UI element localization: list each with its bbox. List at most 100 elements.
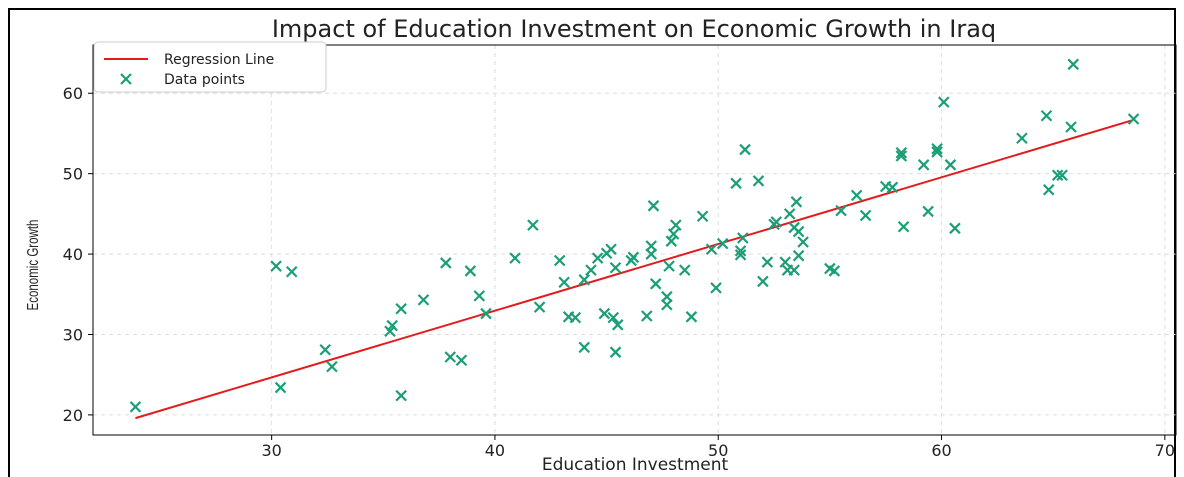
- data-point: [792, 225, 805, 238]
- data-point: [685, 311, 698, 323]
- data-point: [417, 294, 430, 306]
- y-tick-label: 20: [63, 406, 83, 425]
- data-point: [770, 216, 783, 228]
- data-point: [578, 274, 591, 286]
- data-point: [1056, 169, 1068, 182]
- data-point: [285, 265, 298, 278]
- data-point: [464, 265, 477, 277]
- legend-label-regression: Regression Line: [164, 52, 274, 68]
- data-point: [533, 301, 546, 313]
- data-points-layer: [129, 58, 1140, 413]
- data-point: [730, 177, 742, 190]
- data-point: [705, 243, 718, 256]
- y-tick-label: 30: [63, 325, 83, 344]
- data-point: [270, 260, 282, 272]
- data-point: [649, 278, 662, 290]
- data-point: [944, 159, 957, 171]
- data-point: [1065, 121, 1077, 133]
- data-point: [716, 237, 729, 250]
- axis-ticks: 30 40 50 60 70 20 30 40 50 60: [63, 84, 1175, 460]
- data-point: [792, 249, 805, 262]
- data-point: [480, 307, 492, 320]
- data-point: [737, 232, 749, 244]
- data-point: [788, 264, 800, 276]
- data-point: [609, 261, 622, 274]
- x-tick-label: 40: [485, 441, 505, 460]
- data-point: [647, 200, 660, 212]
- y-tick-label: 60: [63, 84, 83, 103]
- data-point: [752, 175, 765, 187]
- data-point: [326, 360, 338, 373]
- data-point: [917, 159, 930, 171]
- data-point: [319, 343, 332, 356]
- data-point: [670, 219, 682, 231]
- x-tick-label: 30: [261, 441, 281, 460]
- data-point: [739, 143, 751, 156]
- data-point: [609, 346, 622, 358]
- data-point: [790, 196, 803, 208]
- data-point: [527, 219, 539, 231]
- x-tick-label: 60: [931, 441, 951, 460]
- data-point: [558, 276, 570, 288]
- data-point: [473, 290, 486, 302]
- data-point: [895, 146, 908, 159]
- data-point: [645, 248, 658, 260]
- data-point: [129, 401, 142, 413]
- data-point: [665, 235, 678, 247]
- data-point: [663, 260, 675, 272]
- data-point: [859, 209, 872, 222]
- data-point: [734, 249, 747, 261]
- data-point: [553, 254, 566, 267]
- data-point: [509, 252, 521, 264]
- legend-label-points: Data points: [164, 72, 245, 88]
- data-point: [667, 228, 680, 240]
- y-axis-label: Economic Growth: [23, 220, 41, 311]
- data-point: [611, 319, 624, 331]
- x-axis-label: Education Investment: [542, 455, 729, 475]
- data-point: [569, 311, 582, 324]
- data-point: [395, 302, 407, 315]
- data-point: [1016, 132, 1028, 145]
- y-tick-label: 40: [63, 245, 83, 264]
- legend-marker-swatch: [120, 73, 132, 85]
- data-point: [585, 264, 597, 276]
- data-point: [922, 205, 934, 218]
- data-point: [779, 256, 792, 268]
- data-point: [627, 251, 640, 264]
- data-point: [710, 282, 722, 294]
- data-point: [578, 341, 591, 354]
- data-point: [641, 310, 653, 322]
- data-point: [886, 181, 899, 194]
- data-point: [1127, 113, 1140, 125]
- data-point: [598, 307, 611, 320]
- data-point: [386, 319, 398, 332]
- grid: [93, 45, 1176, 435]
- data-point: [783, 208, 796, 220]
- data-point: [1051, 169, 1064, 182]
- x-tick-label: 50: [708, 441, 728, 460]
- data-point: [696, 210, 709, 223]
- data-point: [761, 256, 774, 268]
- regression-line: [135, 119, 1132, 420]
- data-point: [274, 381, 287, 394]
- figure-frame: [8, 8, 1176, 477]
- data-point: [591, 252, 604, 264]
- data-point: [828, 265, 841, 277]
- data-point: [757, 275, 769, 288]
- data-point: [897, 220, 910, 233]
- data-point: [395, 389, 407, 402]
- legend-box: [93, 41, 327, 93]
- data-point: [661, 290, 673, 303]
- data-point: [937, 96, 950, 108]
- chart-title: Impact of Education Investment on Econom…: [272, 15, 996, 43]
- data-point: [440, 257, 452, 269]
- data-point: [895, 150, 908, 162]
- data-point: [607, 311, 620, 324]
- plot-area-border: [92, 44, 1177, 436]
- data-point: [1042, 183, 1055, 196]
- data-point: [931, 142, 943, 155]
- legend: Regression Line Data points: [93, 41, 327, 93]
- data-point: [1067, 58, 1080, 71]
- data-point: [949, 222, 961, 235]
